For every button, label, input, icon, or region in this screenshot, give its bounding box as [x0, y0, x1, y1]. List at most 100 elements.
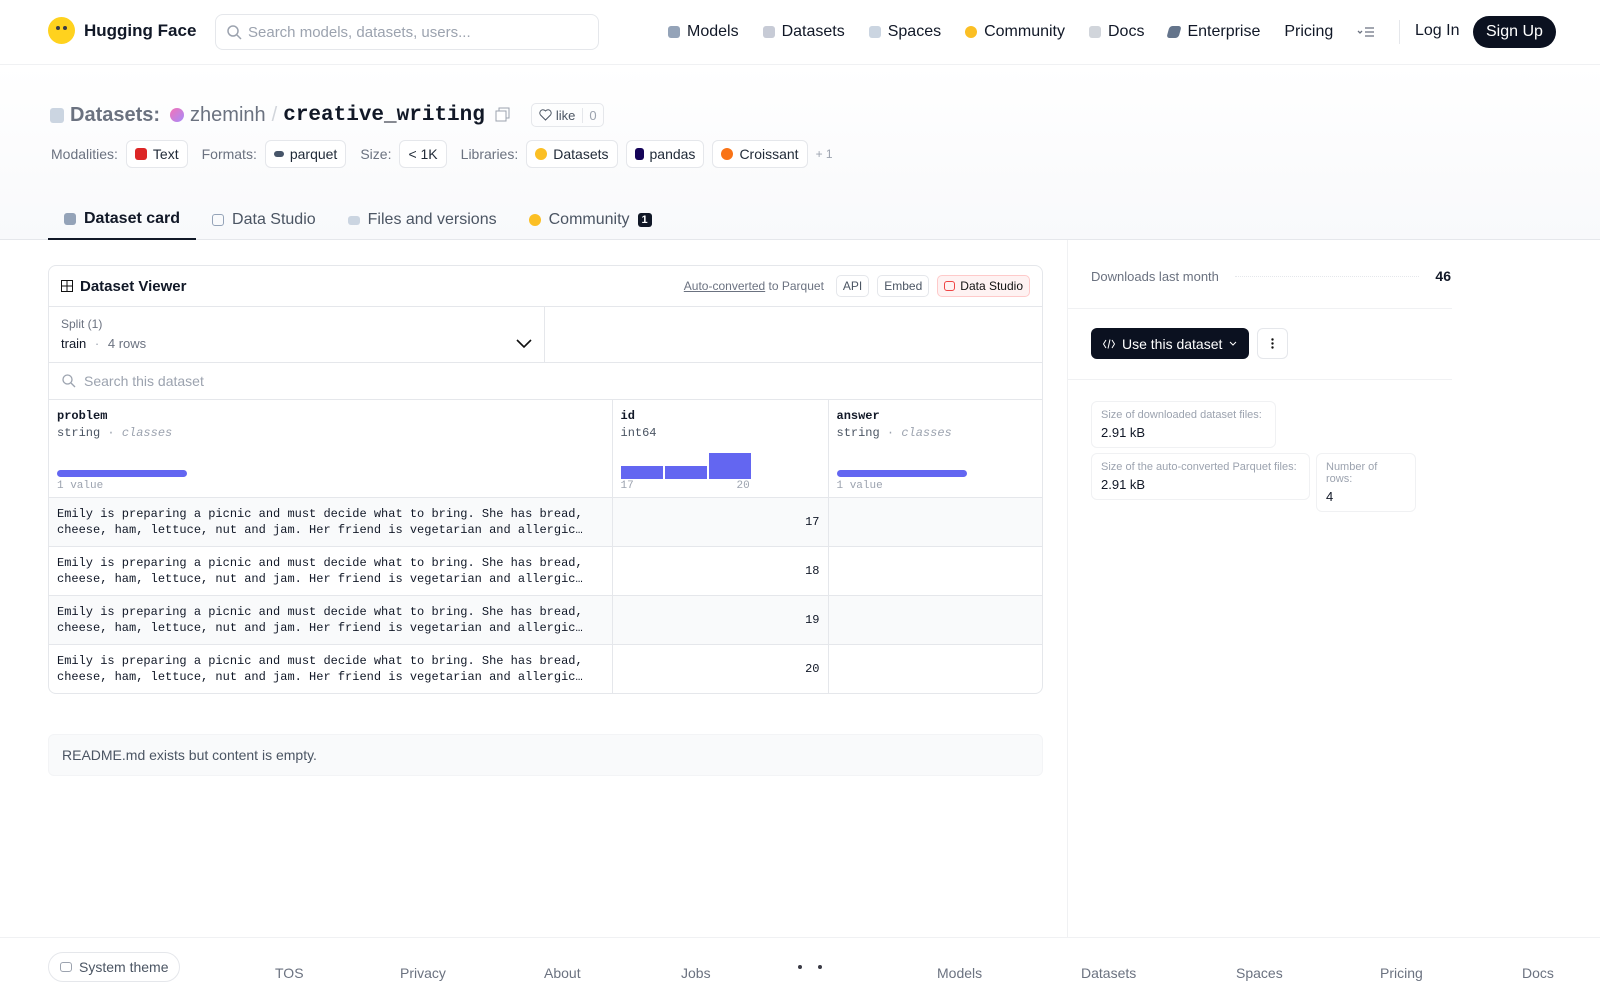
dataset-search[interactable]: Search this dataset — [49, 363, 1042, 400]
column-type: string · classes — [57, 426, 604, 440]
icon — [528, 214, 541, 226]
tab[interactable]: Files and versions — [332, 200, 513, 240]
nav-link[interactable]: Pricing — [1284, 23, 1333, 41]
nav-link[interactable]: Docs — [1089, 23, 1144, 41]
like-button[interactable]: like 0 — [530, 103, 604, 127]
signup-button[interactable]: Sign Up — [1473, 16, 1556, 48]
search-box[interactable]: Search models, datasets, users... — [215, 14, 599, 50]
nav-link-text: Enterprise — [1187, 23, 1261, 40]
use-dataset-button[interactable]: Use this dataset — [1091, 328, 1250, 359]
brand[interactable]: Hugging Face — [48, 17, 196, 44]
tab[interactable]: Community 1 — [513, 200, 668, 240]
meta-chip[interactable]: pandas — [625, 140, 705, 168]
cell-id: 17 — [612, 497, 829, 547]
footer-link[interactable]: Spaces — [1236, 965, 1283, 981]
chip-text: Text — [152, 146, 179, 162]
icon — [1166, 26, 1183, 38]
nav-link[interactable]: Enterprise — [1166, 23, 1261, 41]
theme-toggle[interactable]: System theme — [48, 952, 181, 982]
stat-label: Number of rows: — [1326, 461, 1378, 485]
cell-answer — [828, 497, 1042, 547]
column-summary: 1 value — [57, 480, 104, 492]
split-value: train · 4 rows — [61, 336, 532, 351]
cell-id: 20 — [612, 644, 829, 693]
split-selector[interactable]: Split (1) train · 4 rows — [49, 307, 545, 362]
nav-link[interactable]: Models — [668, 23, 739, 41]
tab[interactable]: Dataset card — [48, 200, 197, 240]
code-icon — [1103, 338, 1115, 349]
to-parquet: to Parquet — [768, 279, 824, 293]
divider — [1399, 20, 1401, 44]
footer-link[interactable]: Models — [937, 965, 983, 981]
auto-converted-link[interactable]: Auto-converted — [683, 279, 766, 293]
icon — [965, 26, 978, 38]
column-header[interactable]: answer string · classes 1 value — [828, 400, 1042, 498]
meta-chip[interactable]: Datasets — [526, 140, 618, 168]
tab[interactable]: Data Studio — [196, 200, 332, 240]
meta-chip[interactable]: Croissant — [712, 140, 808, 168]
icon — [347, 215, 360, 225]
button-text: Use this dataset — [1122, 335, 1223, 352]
chip-text: Datasets — [553, 146, 609, 162]
data-studio-button[interactable]: Data Studio — [937, 275, 1030, 297]
nav-link-text: Docs — [1108, 23, 1145, 40]
column-type: int64 — [620, 426, 657, 440]
tab-badge: 1 — [637, 213, 652, 227]
stat-value: 2.91 kB — [1101, 425, 1146, 440]
meta-chip[interactable]: Text — [125, 140, 188, 168]
meta-chip[interactable]: parquet — [264, 140, 347, 168]
table-row: Emily is preparing a picnic and must dec… — [49, 546, 1042, 596]
repo-kind[interactable]: Datasets: — [70, 103, 161, 126]
footer: System theme TOS Privacy About Jobs Mode… — [0, 937, 1600, 1000]
meta-label: Formats: — [201, 146, 257, 162]
cell-problem: Emily is preparing a picnic and must dec… — [49, 546, 613, 596]
footer-link[interactable]: Datasets — [1081, 965, 1137, 981]
nav-link[interactable]: Datasets — [762, 23, 845, 41]
navbar: Hugging Face Search models, datasets, us… — [0, 0, 1600, 65]
nav-link-text: Pricing — [1284, 23, 1334, 40]
nav-link[interactable]: Community — [965, 23, 1065, 41]
footer-link[interactable]: About — [544, 965, 581, 981]
more-libraries[interactable]: + 1 — [815, 147, 833, 161]
repo-owner[interactable]: zheminh — [190, 103, 266, 126]
footer-link[interactable]: TOS — [275, 965, 304, 981]
dtype: string — [57, 426, 101, 440]
embed-button[interactable]: Embed — [877, 275, 930, 297]
nav-link-text: Community — [984, 23, 1065, 40]
histogram-bar — [620, 466, 663, 479]
nav-links: Models Datasets Spaces Community Docs En… — [668, 20, 1401, 44]
column-type: string · classes — [837, 426, 1035, 440]
like-count: 0 — [582, 107, 602, 123]
icon — [60, 962, 72, 972]
icon — [668, 26, 680, 38]
meta-chip[interactable]: < 1K — [399, 140, 447, 168]
footer-link[interactable]: Jobs — [681, 965, 711, 981]
data-table: problem string · classes 1 value id int6… — [49, 400, 1042, 693]
api-button[interactable]: API — [835, 275, 870, 297]
table-icon — [61, 280, 73, 292]
copy-icon[interactable] — [495, 107, 511, 123]
cell-text: Emily is preparing a picnic and must dec… — [57, 506, 583, 537]
footer-link[interactable]: Privacy — [400, 965, 446, 981]
column-name: id — [620, 409, 635, 423]
menu-icon[interactable] — [1357, 26, 1375, 38]
cell-answer — [828, 595, 1042, 645]
chip-text: Croissant — [739, 146, 799, 162]
column-header[interactable]: id int64 17 20 — [612, 400, 829, 498]
icon — [1089, 26, 1101, 38]
table-body: Emily is preparing a picnic and must dec… — [49, 497, 1042, 693]
footer-link[interactable]: Pricing — [1380, 965, 1423, 981]
repo-name[interactable]: creative_writing — [283, 103, 485, 127]
login-link[interactable]: Log In — [1415, 22, 1460, 39]
stat-card: Number of rows: 4 — [1316, 453, 1416, 512]
tabs: Dataset card Data Studio Files and versi… — [48, 200, 668, 240]
nav-link-text: Spaces — [887, 23, 942, 40]
nav-link[interactable]: Spaces — [868, 23, 942, 41]
more-button[interactable] — [1257, 328, 1288, 359]
table-row: Emily is preparing a picnic and must dec… — [49, 595, 1042, 645]
table-row: Emily is preparing a picnic and must dec… — [49, 644, 1042, 693]
readme-notice: README.md exists but content is empty. — [48, 734, 1043, 776]
footer-link[interactable]: Docs — [1522, 965, 1554, 981]
cell-answer — [828, 546, 1042, 596]
column-header[interactable]: problem string · classes 1 value — [49, 400, 613, 498]
